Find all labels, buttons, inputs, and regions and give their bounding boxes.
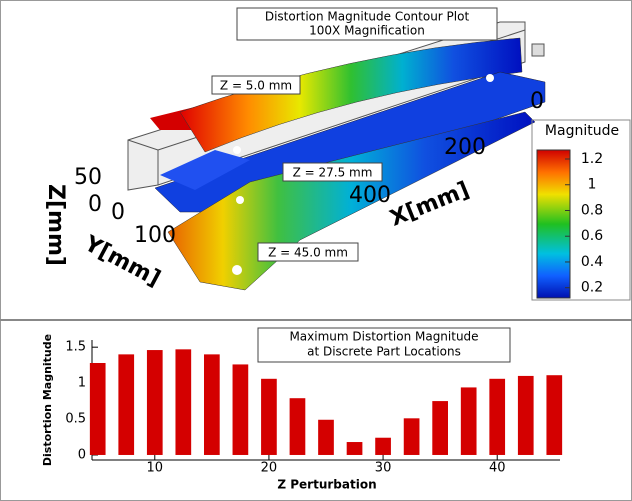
y-tick-label: 0.5: [65, 412, 86, 427]
colorbar-tick-label: 0.2: [581, 280, 603, 296]
z-tick-label: 0: [88, 192, 102, 217]
bar: [404, 418, 420, 455]
page: Distortion Magnitude Contour Plot100X Ma…: [0, 0, 632, 501]
colorbar: [537, 150, 570, 298]
bar: [290, 398, 306, 455]
colorbar-tick-label: 1: [588, 177, 597, 193]
x-axis-label: Z Perturbation: [277, 478, 376, 492]
bar-title: at Discrete Part Locations: [307, 345, 461, 359]
x-tick-label: 20: [261, 461, 278, 476]
annotation: Z = 27.5 mm: [293, 166, 373, 180]
x-tick-label: 10: [147, 461, 164, 476]
contour-title: Distortion Magnitude Contour Plot: [265, 10, 470, 24]
bar: [233, 364, 249, 455]
bar: [118, 354, 134, 455]
bar: [147, 350, 163, 455]
bar: [375, 438, 391, 455]
y-axis-label: Distortion Magnitude: [41, 334, 54, 466]
y-tick-label: 100: [134, 223, 176, 248]
annotation: Z = 5.0 mm: [220, 79, 292, 93]
bar: [261, 379, 277, 455]
z-axis-label: Z[mm]: [43, 184, 68, 266]
bar: [204, 354, 220, 455]
y-tick-label: 1.5: [65, 340, 86, 355]
bar: [461, 387, 477, 455]
colorbar-tick-label: 0.6: [581, 228, 603, 244]
contour-title: 100X Magnification: [309, 24, 425, 38]
bar: [347, 442, 363, 455]
y-tick-label: 1: [78, 376, 86, 391]
bar-title: Maximum Distortion Magnitude: [289, 330, 478, 344]
bar: [518, 376, 534, 455]
colorbar-label: Magnitude: [545, 123, 619, 139]
y-tick-label: 0: [78, 447, 86, 462]
x-tick-label: 200: [444, 135, 486, 160]
bar: [489, 379, 505, 455]
x-tick-label: 400: [349, 183, 391, 208]
colorbar-tick-label: 0.8: [581, 202, 603, 218]
x-tick-label: 0: [530, 89, 544, 114]
x-tick-label: 30: [375, 461, 392, 476]
bar: [90, 363, 106, 455]
x-tick-label: 40: [489, 461, 506, 476]
y-tick-label: 0: [111, 200, 125, 225]
bar: [432, 401, 448, 455]
colorbar-tick-label: 0.4: [581, 254, 603, 270]
colorbar-tick-label: 1.2: [581, 151, 603, 167]
screen: Distortion Magnitude Contour Plot100X Ma…: [0, 0, 632, 501]
bar: [318, 420, 334, 455]
bar: [175, 349, 191, 455]
z-tick-label: 50: [74, 165, 102, 190]
bar: [546, 375, 562, 455]
annotation: Z = 45.0 mm: [268, 246, 348, 260]
